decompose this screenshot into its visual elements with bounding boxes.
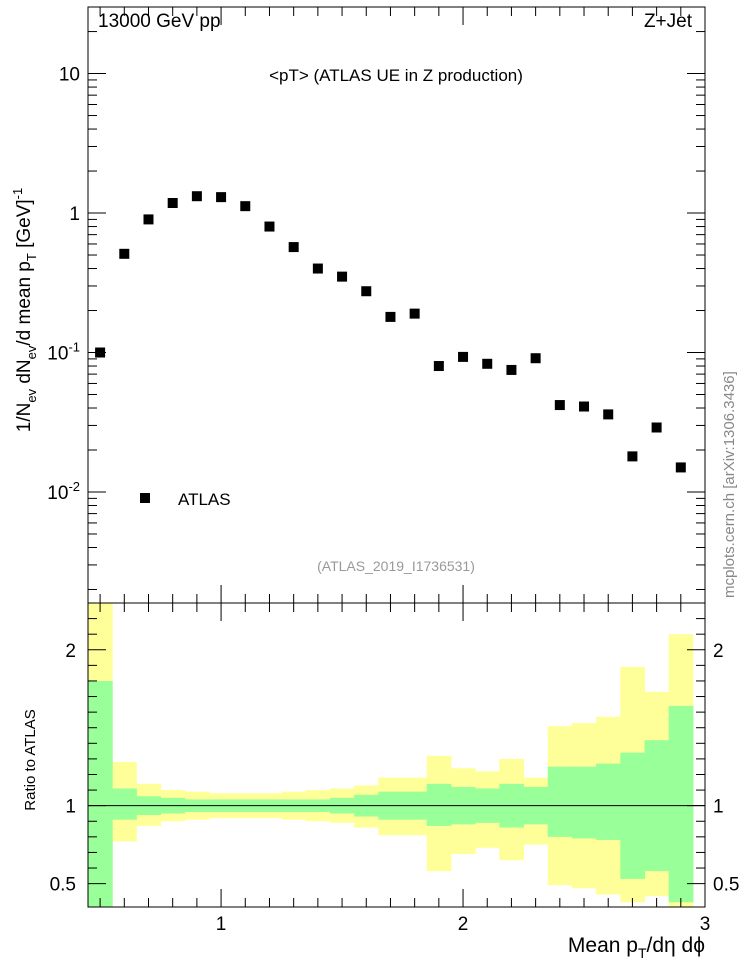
x-tick-label: 1 <box>216 914 227 935</box>
svg-text:Mean pT/dη dϕ: Mean pT/dη dϕ <box>568 934 705 961</box>
data-point <box>458 351 469 362</box>
data-point <box>530 353 541 364</box>
green-band-bin <box>112 788 137 820</box>
ratio-ticks: 0.5 0.5 1 1 2 2 1 2 3 <box>50 603 739 935</box>
main-panel: <pT> (ATLAS UE in Z production) (ATLAS_2… <box>10 6 706 604</box>
data-point <box>216 192 227 203</box>
ratio-frame <box>87 602 706 908</box>
data-point <box>288 242 299 253</box>
y-tick-label: 10 <box>59 65 80 86</box>
energy-label: 13000 GeV pp <box>98 11 221 32</box>
data-point <box>95 347 106 358</box>
ratio-y-tick-label: 1 <box>65 797 76 818</box>
ratio-y-tick-label: 1 <box>713 797 724 818</box>
legend-marker <box>140 493 150 503</box>
x-axis-label: Mean pT/dη dϕ <box>568 934 705 961</box>
ratio-bands <box>88 603 694 907</box>
data-point <box>409 308 420 319</box>
data-point <box>554 400 565 411</box>
data-point <box>143 214 154 225</box>
data-point <box>337 271 348 282</box>
chart-title: <pT> (ATLAS UE in Z production) <box>269 66 523 85</box>
data-point <box>433 361 444 372</box>
process-label: Z+Jet <box>644 11 693 32</box>
green-band-bin <box>88 680 113 907</box>
data-point <box>167 198 178 209</box>
data-point <box>506 364 517 375</box>
green-band-bin <box>571 766 597 839</box>
data-point <box>119 248 130 259</box>
green-band-bin <box>426 783 452 826</box>
green-band-bin <box>620 752 646 879</box>
data-point <box>482 358 493 369</box>
data-markers <box>95 191 686 473</box>
y-tick-label: 10-2 <box>47 479 80 504</box>
y-tick-label: 1 <box>69 204 80 225</box>
main-ticks: 10-2 10-1 1 10 <box>47 6 706 603</box>
ratio-y-tick-label: 0.5 <box>50 875 76 896</box>
data-point <box>191 191 202 202</box>
data-point <box>651 422 662 433</box>
green-band-bin <box>547 766 573 837</box>
data-point <box>240 201 251 212</box>
legend: ATLAS <box>140 490 231 509</box>
data-point <box>385 311 396 322</box>
data-point <box>312 263 323 274</box>
side-label: mcplots.cern.ch [arXiv:1306.3436] <box>721 371 738 598</box>
data-point <box>675 462 686 473</box>
y-tick-label: 10-1 <box>47 340 80 365</box>
green-band-bin <box>596 763 621 840</box>
green-band-bin <box>668 705 694 903</box>
ratio-y-tick-label: 2 <box>65 641 76 662</box>
ratio-y-tick-label: 2 <box>713 641 724 662</box>
data-point <box>361 286 372 297</box>
ratio-panel: 0.5 0.5 1 1 2 2 1 2 3 Ratio to ATLAS Mean pT/dη … <box>22 602 739 961</box>
data-point <box>627 451 638 462</box>
x-tick-label: 2 <box>458 914 469 935</box>
svg-text:1/Nev dNev/d mean pT [GeV]-1: 1/Nev dNev/d mean pT [GeV]-1 <box>10 188 39 433</box>
analysis-id: (ATLAS_2019_I1736531) <box>317 558 475 574</box>
main-frame <box>87 6 706 604</box>
legend-label: ATLAS <box>178 490 231 509</box>
y-axis-label: 1/Nev dNev/d mean pT [GeV]-1 <box>10 188 39 433</box>
ratio-y-label: Ratio to ATLAS <box>22 709 39 810</box>
x-tick-label: 3 <box>700 914 711 935</box>
data-point <box>579 401 590 412</box>
data-point <box>264 221 275 232</box>
data-point <box>603 409 614 420</box>
ratio-y-tick-label: 0.5 <box>713 875 739 896</box>
